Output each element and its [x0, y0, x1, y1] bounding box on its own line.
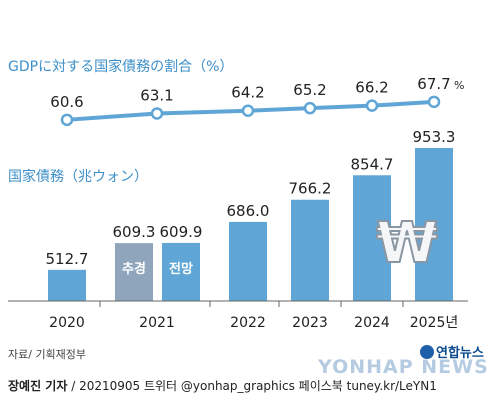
x-tick-label: 2023: [292, 315, 328, 331]
gdp-ratio-point: [241, 104, 255, 117]
bar-value-label: 766.2: [289, 180, 332, 198]
bar-2021-2: [162, 242, 200, 301]
watermark: YONHAP NEWS: [318, 356, 489, 378]
gdp-ratio-value-label: 67.7: [417, 75, 450, 93]
bar-value-label: 854.7: [351, 155, 394, 173]
footer-credit: 장예진 기자 / 20210905 트위터 @yonhap_graphics 페…: [8, 377, 437, 394]
gdp-ratio-value-label: 63.1: [140, 86, 173, 104]
gdp-ratio-point: [60, 113, 74, 127]
gdp-ratio-title: GDPに対する国家債務の割合（%）: [8, 59, 234, 75]
yonhap-logo-icon: [420, 345, 434, 359]
x-tick-label: 2022: [230, 315, 266, 331]
source-label: 자료/ 기획재정부: [8, 348, 87, 361]
yonhap-brand-logo: 연합뉴스: [420, 342, 484, 361]
bar-2022: [229, 221, 267, 301]
gdp-ratio-point: [365, 99, 379, 112]
bar-2025: [415, 148, 453, 301]
x-tick-label: 2021: [139, 315, 175, 331]
gdp-ratio-percent-suffix: %: [454, 79, 464, 92]
bar-2024: [353, 175, 391, 301]
footer-info: / 20210905 트위터 @yonhap_graphics 페이스북 tun…: [71, 379, 437, 393]
reporter-name: 장예진 기자: [8, 379, 68, 393]
gdp-ratio-value-label: 60.6: [50, 93, 83, 111]
gdp-ratio-point: [150, 107, 164, 120]
bar-2021-1: [115, 243, 153, 301]
brand-text: 연합뉴스: [436, 346, 484, 361]
gdp-ratio-value-label: 66.2: [355, 79, 388, 97]
bar-value-label: 953.3: [413, 128, 456, 146]
gdp-ratio-line: [66, 99, 435, 122]
won-currency-icon: ₩: [376, 211, 438, 276]
bar-value-label: 686.0: [227, 202, 270, 220]
bar-tag-label: 추경: [122, 261, 146, 277]
gdp-ratio-value-label: 65.2: [293, 81, 326, 99]
bar-value-label: 512.7: [46, 250, 89, 268]
gdp-ratio-point: [427, 95, 441, 109]
x-tick-label: 2025년: [410, 315, 459, 331]
x-tick-label: 2020: [49, 315, 85, 331]
x-tick-label: 2024: [354, 315, 390, 331]
gdp-ratio-value-label: 64.2: [231, 84, 264, 102]
bar-2023: [291, 199, 329, 301]
bar-value-label: 609.3: [113, 223, 156, 241]
bar-2020: [48, 269, 86, 301]
gdp-ratio-point: [303, 101, 317, 115]
bar-tag-label: 전망: [169, 261, 193, 277]
bar-value-label: 609.9: [160, 223, 203, 241]
national-debt-title: 国家債務（兆ウォン）: [8, 169, 148, 185]
